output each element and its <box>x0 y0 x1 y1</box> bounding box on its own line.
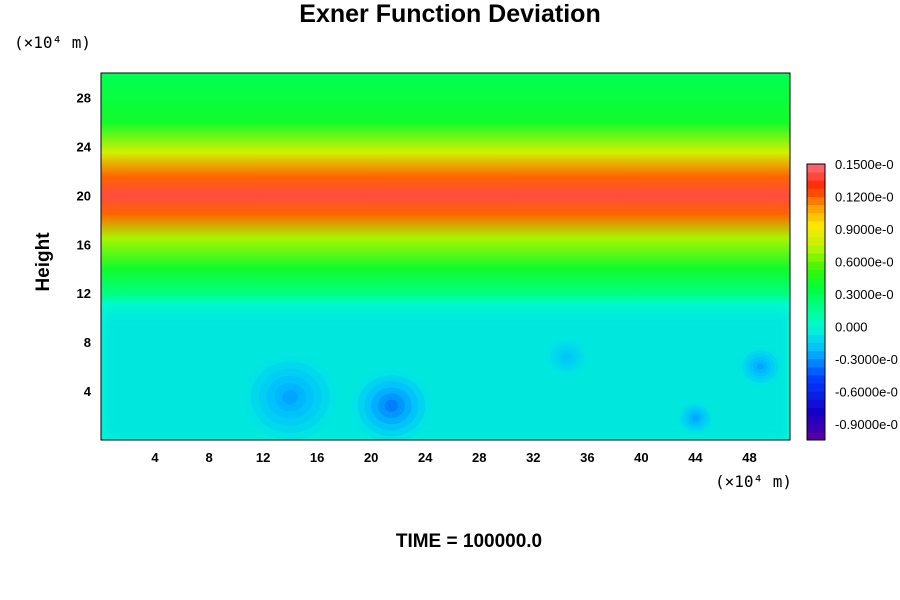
lower-region <box>101 311 790 440</box>
y-tick-label: 24 <box>77 139 92 154</box>
colorbar-band <box>807 188 825 197</box>
colorbar-frame <box>806 163 826 441</box>
y-tick-label: 12 <box>77 286 91 301</box>
colorbar-band <box>807 334 825 343</box>
colorbar-tick-label: 0.000 <box>835 319 868 334</box>
colorbar-band <box>807 212 825 222</box>
colorbar-ticks: 0.1500e-0 0.1200e-0 0.9000e-0 0.6000e-0 0.30… <box>835 157 898 432</box>
x-axis-unit: (×10⁴ m) <box>715 472 793 491</box>
colorbar-band <box>807 228 825 238</box>
chart-title: Exner Function Deviation <box>299 0 601 28</box>
colorbar-band <box>807 204 825 214</box>
colorbar-band <box>807 350 825 360</box>
x-tick-label: 44 <box>688 450 703 465</box>
colorbar-band <box>807 383 825 392</box>
colorbar-band <box>807 196 825 205</box>
colorbar-tick-label: -0.3000e-0 <box>835 352 898 367</box>
colorbar-tick-label: 0.1200e-0 <box>835 189 894 204</box>
x-tick-label: 8 <box>205 450 212 465</box>
colorbar-band <box>807 261 825 270</box>
colorbar-band <box>807 423 825 433</box>
contour-blob <box>546 338 588 376</box>
contour-level <box>756 363 764 370</box>
y-axis-unit: (×10⁴ m) <box>14 33 92 52</box>
colorbar-band <box>807 391 825 400</box>
y-tick-label: 8 <box>84 335 91 350</box>
colorbar-band <box>807 285 825 295</box>
colorbar-band <box>807 310 825 319</box>
colorbar-band <box>807 164 825 173</box>
colorbar-tick-label: 0.1500e-0 <box>835 157 894 172</box>
time-label: TIME = 100000.0 <box>395 531 543 552</box>
colorbar-band <box>807 342 825 352</box>
colorbar-band <box>807 253 825 262</box>
colorbar-tick-label: 0.9000e-0 <box>835 222 894 237</box>
x-tick-label: 16 <box>310 450 324 465</box>
contour-level <box>384 399 399 412</box>
x-tick-label: 36 <box>580 450 594 465</box>
colorbar <box>806 163 826 441</box>
colorbar-tick-label: 0.6000e-0 <box>835 254 894 269</box>
x-axis-ticks: 4 8 12 16 20 24 28 32 36 40 44 48 <box>151 450 756 465</box>
colorbar-band <box>807 318 825 327</box>
contour-blob <box>242 354 338 440</box>
plot-frame <box>100 72 791 441</box>
contour-blob <box>677 402 713 434</box>
colorbar-band <box>807 358 825 368</box>
contour-level <box>563 353 571 360</box>
contour-blob <box>350 369 432 440</box>
colorbar-band <box>807 326 825 335</box>
colorbar-band <box>807 237 825 246</box>
colorbar-band <box>807 399 825 408</box>
y-axis-ticks: 4 8 12 16 20 24 28 <box>77 90 92 399</box>
x-tick-label: 32 <box>526 450 540 465</box>
colorbar-tick-label: -0.9000e-0 <box>835 417 898 432</box>
colorbar-band <box>807 366 825 376</box>
x-tick-label: 20 <box>364 450 378 465</box>
colorbar-band <box>807 245 825 254</box>
plot-area <box>101 73 790 440</box>
x-tick-label: 40 <box>634 450 648 465</box>
contour-blob <box>738 347 782 387</box>
colorbar-tick-label: -0.6000e-0 <box>835 384 898 399</box>
x-tick-label: 12 <box>256 450 270 465</box>
y-tick-label: 4 <box>84 384 92 399</box>
x-tick-label: 28 <box>472 450 486 465</box>
y-tick-label: 28 <box>77 90 91 105</box>
colorbar-band <box>807 220 825 230</box>
y-tick-label: 16 <box>77 237 91 252</box>
colorbar-tick-label: 0.3000e-0 <box>835 287 894 302</box>
colorbar-band <box>807 269 825 279</box>
colorbar-band <box>807 375 825 384</box>
colorbar-band <box>807 172 825 181</box>
contour-level <box>282 390 299 405</box>
x-tick-label: 24 <box>418 450 433 465</box>
colorbar-band <box>807 293 825 303</box>
contour-level <box>692 415 699 421</box>
y-tick-label: 20 <box>77 188 91 203</box>
x-tick-label: 48 <box>742 450 756 465</box>
colorbar-band <box>807 407 825 417</box>
colorbar-band <box>807 180 825 189</box>
colorbar-band <box>807 277 825 287</box>
colorbar-band <box>807 302 825 311</box>
colorbar-band <box>807 431 825 441</box>
x-tick-label: 4 <box>151 450 159 465</box>
colorbar-band <box>807 415 825 425</box>
